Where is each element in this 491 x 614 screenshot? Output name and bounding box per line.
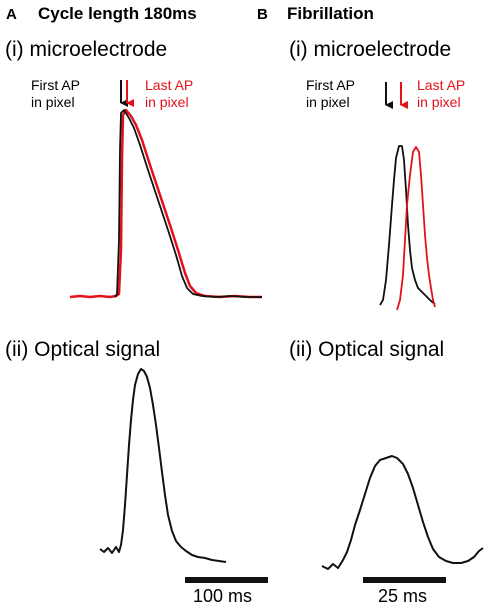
panel-b-optical-trace xyxy=(321,455,484,570)
panel-b-first-ap-line1: First AP xyxy=(306,77,356,93)
panel-a-last-ap-line1: Last AP xyxy=(145,77,194,93)
panel-b-optical-label: (ii) Optical signal xyxy=(289,338,445,361)
panel-b-letter: B xyxy=(257,6,268,23)
panel-b-microelectrode-label: (i) microelectrode xyxy=(289,38,452,61)
panel-a-optical-trace xyxy=(99,368,227,563)
panel-a-first-ap-line2: in pixel xyxy=(31,94,75,110)
panel-a-first-ap-trace xyxy=(114,109,262,298)
panel-a-title: Cycle length 180ms xyxy=(38,4,197,23)
panel-b-last-ap-label: Last AP in pixel xyxy=(417,77,465,111)
panel-b-scale-label: 25 ms xyxy=(378,586,428,606)
panel-a-first-ap-line1: First AP xyxy=(31,77,81,93)
panel-b-last-ap-trace xyxy=(396,146,436,311)
panel-a-microelectrode-label: (i) microelectrode xyxy=(5,38,168,61)
panel-b-last-ap-line2: in pixel xyxy=(417,94,461,110)
panel-a-optical-label: (ii) Optical signal xyxy=(5,338,161,361)
panel-b-title: Fibrillation xyxy=(287,4,374,23)
panel-a-letter: A xyxy=(6,6,17,23)
panel-a-first-ap-label: First AP in pixel xyxy=(31,77,80,111)
panel-b-first-ap-label: First AP in pixel xyxy=(306,77,355,111)
panel-b-first-ap-trace xyxy=(379,145,436,306)
panel-a-last-ap-line2: in pixel xyxy=(145,94,189,110)
panel-b-first-ap-line2: in pixel xyxy=(306,94,350,110)
panel-a-last-ap-trace xyxy=(69,108,262,299)
panel-b-last-ap-line1: Last AP xyxy=(417,77,466,93)
panel-a-scale-label: 100 ms xyxy=(193,586,253,606)
panel-a-last-ap-label: Last AP in pixel xyxy=(145,77,193,111)
